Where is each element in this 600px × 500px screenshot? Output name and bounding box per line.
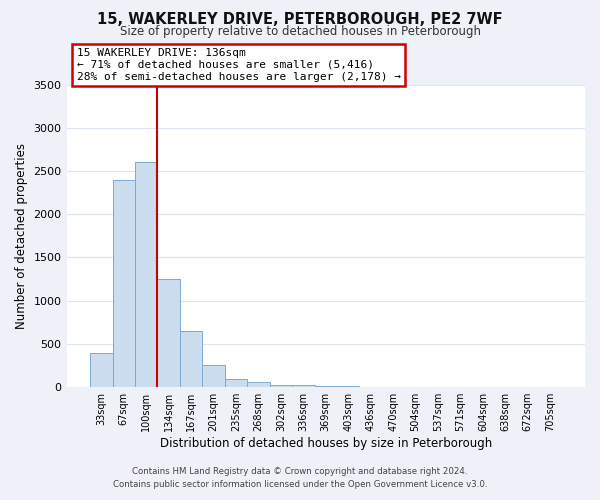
Bar [180, 331, 202, 387]
Bar [225, 378, 247, 387]
Bar [202, 364, 225, 387]
Bar [157, 279, 180, 387]
Bar [90, 352, 113, 387]
Bar [247, 382, 269, 387]
Bar [135, 162, 157, 387]
Y-axis label: Number of detached properties: Number of detached properties [15, 143, 28, 329]
Text: 15 WAKERLEY DRIVE: 136sqm
← 71% of detached houses are smaller (5,416)
28% of se: 15 WAKERLEY DRIVE: 136sqm ← 71% of detac… [77, 48, 401, 82]
Bar [314, 386, 337, 387]
Bar [337, 386, 359, 387]
Bar [113, 180, 135, 387]
X-axis label: Distribution of detached houses by size in Peterborough: Distribution of detached houses by size … [160, 437, 492, 450]
Text: 15, WAKERLEY DRIVE, PETERBOROUGH, PE2 7WF: 15, WAKERLEY DRIVE, PETERBOROUGH, PE2 7W… [97, 12, 503, 28]
Text: Size of property relative to detached houses in Peterborough: Size of property relative to detached ho… [119, 25, 481, 38]
Bar [269, 384, 292, 387]
Text: Contains HM Land Registry data © Crown copyright and database right 2024.
Contai: Contains HM Land Registry data © Crown c… [113, 468, 487, 489]
Bar [292, 386, 314, 387]
